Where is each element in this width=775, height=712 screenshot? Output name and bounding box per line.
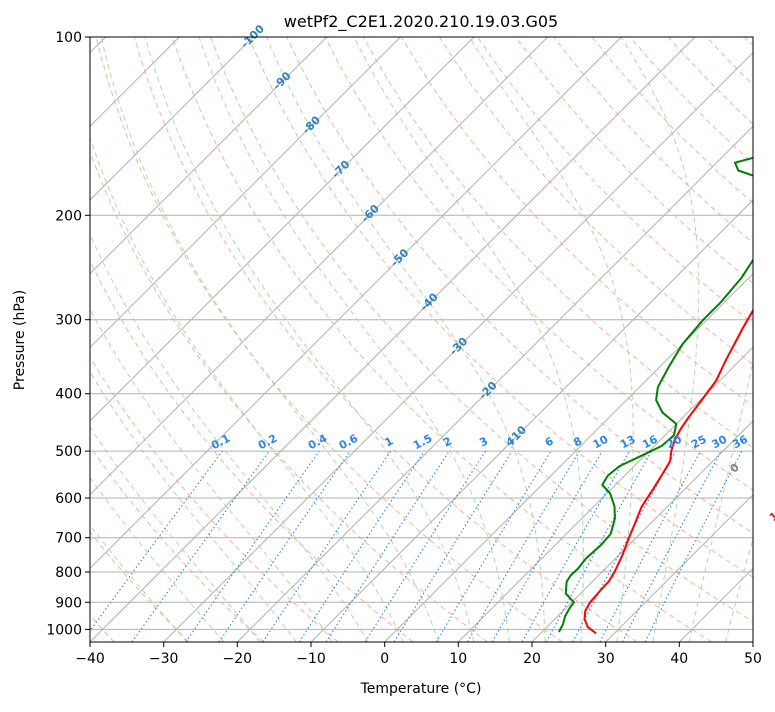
mixing-ratio-label: 30 [710,433,730,452]
mixing-ratio-label: 0.1 [209,432,232,453]
y-tick-label: 700 [55,531,82,547]
mixing-ratio-label: 10 [591,433,611,452]
isotherm-line [16,37,621,642]
isotherm-line [385,37,775,642]
x-tick-label: 30 [597,651,615,667]
mixing-ratio-line [600,451,701,642]
x-axis-label: Temperature (°C) [360,681,482,697]
isotherm-line [458,37,775,642]
y-axis-label: Pressure (hPa) [12,290,28,390]
isotherm-line [0,37,474,642]
x-tick-label: −10 [296,651,326,667]
isotherm-line [164,37,769,642]
moist-adiabat [689,37,775,642]
mixing-ratio-label: 1 [383,434,396,449]
x-tick-label: 0 [380,651,389,667]
moist-adiabat-label: 10 [767,504,775,524]
dry-adiabat [58,37,488,642]
y-tick-label: 300 [55,313,82,329]
dry-adiabat [20,37,413,642]
isotherm-line [90,37,695,642]
isotherm-line [0,37,327,642]
y-tick-label: 1000 [46,622,82,638]
dry-adiabat [0,37,189,642]
y-tick-label: 600 [55,491,82,507]
x-tick-label: −30 [149,651,179,667]
isotherm-line [753,37,775,642]
mixing-ratio-line [522,451,629,642]
y-tick-label: 800 [55,565,82,581]
x-tick-label: 10 [449,651,467,667]
moist-adiabat [101,37,438,642]
x-tick-label: −40 [75,651,105,667]
x-tick-label: 20 [523,651,541,667]
mixing-ratio-line [326,451,449,642]
chart-title: wetPf2_C2E1.2020.210.19.03.G05 [284,12,558,32]
moist-adiabat [0,37,260,642]
mixing-ratio-line [573,451,676,642]
x-tick-label: 40 [670,651,688,667]
grid-layer [0,37,775,642]
x-axis: −40 −30 −20 −10 0 10 20 30 40 50 [75,642,762,667]
y-tick-label: 900 [55,595,82,611]
dry-adiabat [134,37,637,642]
dry-adiabat [592,37,775,642]
mixing-ratio-line [263,451,391,642]
mixing-ratio-label: 1.5 [411,432,434,453]
moist-adiabat [5,37,332,642]
mixing-ratio-line [436,451,551,642]
moist-adiabat [0,37,187,642]
y-tick-label: 400 [55,387,82,403]
mixing-ratio-line [82,451,223,642]
dry-adiabat [0,37,338,642]
dry-adiabat [478,37,775,642]
mixing-ratio-line [365,451,485,642]
isotherm-line [311,37,775,642]
y-tick-label: 100 [55,30,82,46]
dry-adiabat [707,37,775,642]
mixing-ratio-label: 8 [571,434,584,449]
y-axis: 100 200 300 400 500 600 700 800 900 1000 [46,30,90,638]
moist-adiabat [726,37,775,642]
mixing-ratio-label: 3 [477,434,490,449]
dry-adiabat [554,37,775,642]
mixing-ratio-label: 0.4 [306,432,330,453]
y-tick-label: 500 [55,444,82,460]
mixing-ratio-line [299,451,424,642]
moist-adiabat [470,37,634,642]
mixing-ratio-label: 25 [689,433,709,452]
mixing-ratio-label: 20 [664,433,684,452]
dry-adiabat [0,37,264,642]
x-tick-label: 50 [744,651,762,667]
dry-adiabat [668,37,775,642]
y-tick-label: 200 [55,208,82,224]
dewpoint-profile [559,37,775,632]
isotherm-line [679,37,775,642]
x-tick-label: −20 [223,651,253,667]
mixing-ratio-label: 6 [543,434,556,449]
isotherm-line [532,37,775,642]
isotherm-line [0,37,253,642]
series-layer [559,37,775,633]
moist-adiabat [64,37,403,642]
mixing-ratio-label: 13 [618,433,638,452]
isotherm-line [0,37,400,642]
